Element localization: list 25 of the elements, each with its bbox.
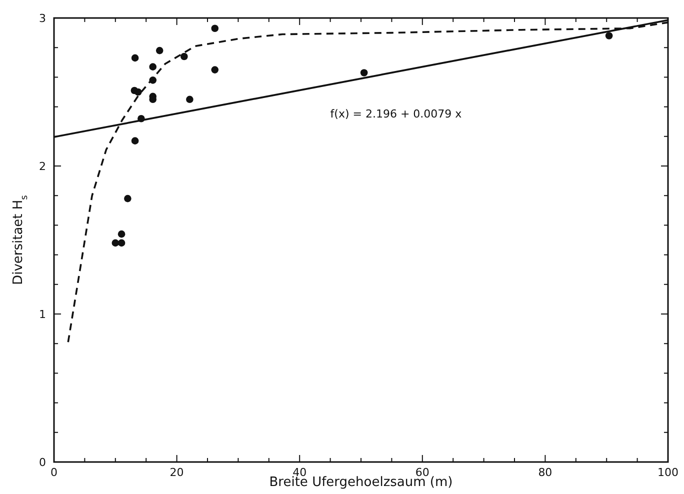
y-tick-label: 0 <box>39 456 46 469</box>
point <box>211 66 219 74</box>
point <box>112 239 120 247</box>
point <box>605 32 613 40</box>
point <box>134 88 142 96</box>
point <box>211 24 219 32</box>
x-tick-label: 60 <box>415 466 430 479</box>
point <box>131 54 139 62</box>
point <box>124 194 132 202</box>
point <box>131 137 139 144</box>
x-tick-label: 20 <box>170 466 184 479</box>
y-tick-label: 1 <box>39 308 46 321</box>
x-tick-label: 100 <box>658 466 678 479</box>
point <box>360 69 368 76</box>
point <box>118 230 126 238</box>
point <box>180 52 188 60</box>
x-tick-label: 80 <box>538 466 552 479</box>
point <box>118 239 126 247</box>
x-tick-label: 0 <box>50 466 58 479</box>
y-tick-label: 2 <box>39 160 46 173</box>
point <box>149 63 157 70</box>
y-tick-label: 3 <box>39 12 46 25</box>
point <box>156 46 164 54</box>
annotation: f(x) = 2.196 + 0.0079 x <box>330 107 462 120</box>
point <box>186 96 194 104</box>
